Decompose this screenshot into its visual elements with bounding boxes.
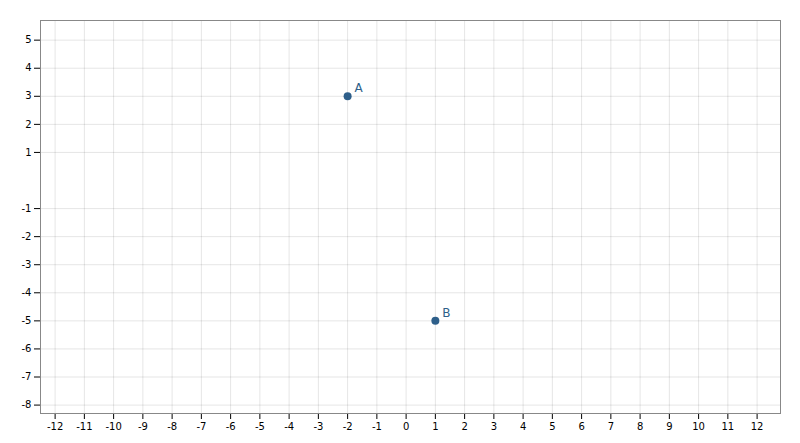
svg-text:1: 1 bbox=[432, 421, 438, 432]
svg-text:10: 10 bbox=[692, 421, 705, 432]
svg-text:6: 6 bbox=[578, 421, 584, 432]
svg-text:-5: -5 bbox=[255, 421, 265, 432]
svg-text:11: 11 bbox=[721, 421, 734, 432]
svg-text:1: 1 bbox=[25, 147, 31, 158]
svg-text:4: 4 bbox=[520, 421, 526, 432]
svg-text:-1: -1 bbox=[22, 203, 32, 214]
svg-text:-2: -2 bbox=[343, 421, 353, 432]
svg-text:-6: -6 bbox=[22, 343, 32, 354]
svg-text:-7: -7 bbox=[196, 421, 206, 432]
svg-text:-12: -12 bbox=[47, 421, 63, 432]
svg-text:3: 3 bbox=[25, 90, 31, 101]
svg-text:-2: -2 bbox=[22, 231, 32, 242]
svg-text:5: 5 bbox=[25, 34, 31, 45]
svg-text:7: 7 bbox=[608, 421, 614, 432]
svg-text:-8: -8 bbox=[167, 421, 177, 432]
svg-text:-6: -6 bbox=[226, 421, 236, 432]
svg-text:B: B bbox=[442, 306, 450, 320]
svg-text:-8: -8 bbox=[22, 399, 32, 410]
svg-text:-3: -3 bbox=[22, 259, 32, 270]
svg-text:2: 2 bbox=[461, 421, 467, 432]
svg-text:-4: -4 bbox=[284, 421, 294, 432]
svg-text:-9: -9 bbox=[138, 421, 148, 432]
svg-text:2: 2 bbox=[25, 119, 31, 130]
svg-text:-3: -3 bbox=[313, 421, 323, 432]
svg-text:4: 4 bbox=[25, 62, 31, 73]
svg-text:-4: -4 bbox=[22, 287, 32, 298]
svg-text:-10: -10 bbox=[105, 421, 121, 432]
svg-text:-1: -1 bbox=[372, 421, 382, 432]
svg-text:A: A bbox=[355, 81, 364, 95]
svg-text:12: 12 bbox=[751, 421, 764, 432]
svg-text:3: 3 bbox=[491, 421, 497, 432]
svg-text:8: 8 bbox=[637, 421, 643, 432]
svg-text:9: 9 bbox=[666, 421, 672, 432]
svg-text:-11: -11 bbox=[76, 421, 92, 432]
svg-text:-5: -5 bbox=[22, 315, 32, 326]
svg-text:5: 5 bbox=[549, 421, 555, 432]
svg-text:-7: -7 bbox=[22, 371, 32, 382]
svg-text:0: 0 bbox=[403, 421, 409, 432]
